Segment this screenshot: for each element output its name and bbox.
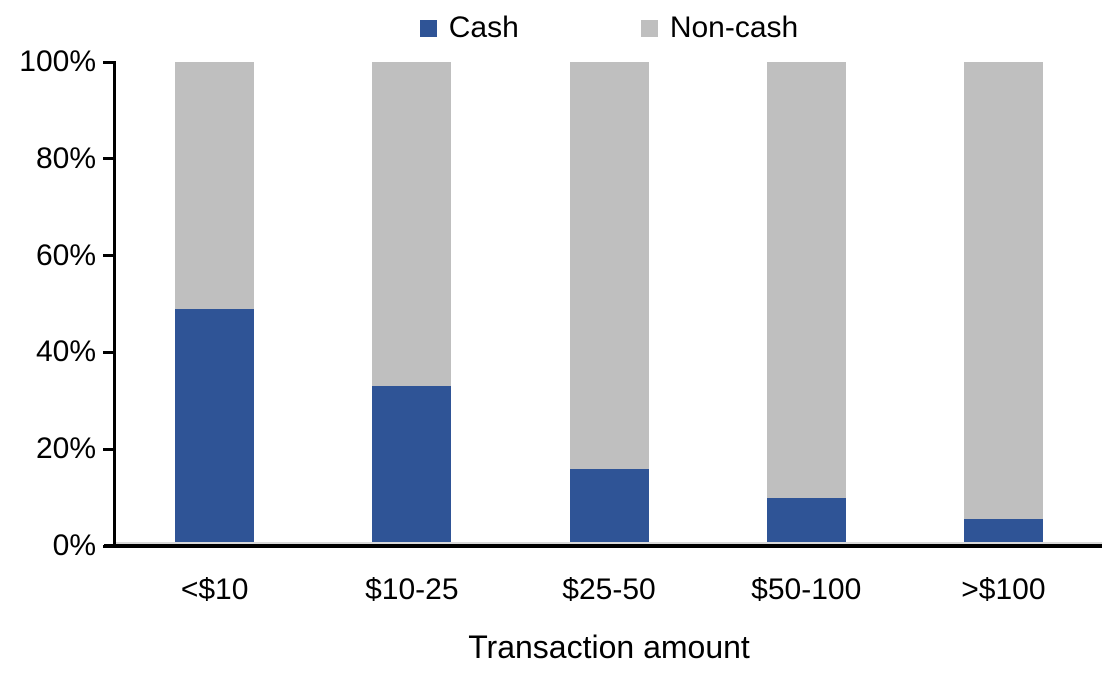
bars-container — [116, 62, 1102, 546]
bar-slot-10 — [116, 62, 313, 546]
x-axis-label-10-25: $10-25 — [365, 573, 459, 606]
stacked-bar-25-50 — [569, 62, 649, 546]
bar-slot-100 — [905, 62, 1102, 546]
y-axis-label-100: 100% — [19, 45, 96, 78]
bar-segment-non-cash-100 — [963, 62, 1043, 520]
legend-item-cash: Cash — [419, 10, 519, 46]
bar-slot-10-25 — [313, 62, 510, 546]
bar-segment-cash-100 — [963, 519, 1043, 546]
bar-slot-25-50 — [510, 62, 707, 546]
bar-segment-non-cash-10-25 — [372, 62, 452, 387]
legend-label-non-cash: Non-cash — [669, 11, 799, 44]
x-axis-label-50-100: $50-100 — [751, 573, 862, 606]
bar-segment-cash-25-50 — [569, 468, 649, 546]
stacked-bar-100 — [963, 62, 1043, 546]
y-axis-label-40: 40% — [35, 335, 96, 369]
legend-label-cash: Cash — [448, 11, 519, 44]
x-axis-label-25-50: $25-50 — [562, 573, 656, 606]
y-axis-label-20: 20% — [35, 432, 96, 466]
legend-swatch-cash — [419, 19, 437, 37]
y-axis-tick-20 — [103, 447, 116, 451]
bar-segment-non-cash-50-100 — [766, 62, 846, 498]
legend-swatch-non-cash — [640, 19, 658, 37]
bar-segment-non-cash-25-50 — [569, 62, 649, 469]
stacked-bar-10 — [175, 62, 255, 546]
stacked-bar-10-25 — [372, 62, 452, 546]
y-axis-tick-100 — [103, 60, 116, 64]
y-axis-label-0: 0% — [52, 529, 96, 562]
x-axis-label-100: >$100 — [961, 573, 1046, 606]
y-axis-label-60: 60% — [35, 238, 96, 272]
y-axis-label-80: 80% — [35, 141, 96, 175]
x-axis-labels: <$10 $10-25 $25-50 $50-100 >$100 — [116, 573, 1102, 607]
y-axis-tick-60 — [103, 254, 116, 258]
bar-segment-cash-10-25 — [372, 386, 452, 546]
bar-segment-cash-10 — [175, 308, 255, 546]
x-axis-line — [104, 544, 1102, 548]
x-axis-title: Transaction amount — [468, 629, 750, 665]
x-axis-shadow-line — [116, 542, 1102, 544]
stacked-bar-50-100 — [766, 62, 846, 546]
bar-segment-non-cash-10 — [175, 62, 255, 309]
bar-slot-50-100 — [708, 62, 905, 546]
y-axis-tick-40 — [103, 350, 116, 354]
plot-area — [103, 60, 1102, 548]
legend-item-non-cash: Non-cash — [640, 10, 799, 46]
chart-legend: Cash Non-cash — [116, 10, 1102, 46]
x-axis-label-10: <$10 — [180, 573, 249, 606]
y-axis-tick-80 — [103, 157, 116, 161]
bar-segment-cash-50-100 — [766, 497, 846, 546]
